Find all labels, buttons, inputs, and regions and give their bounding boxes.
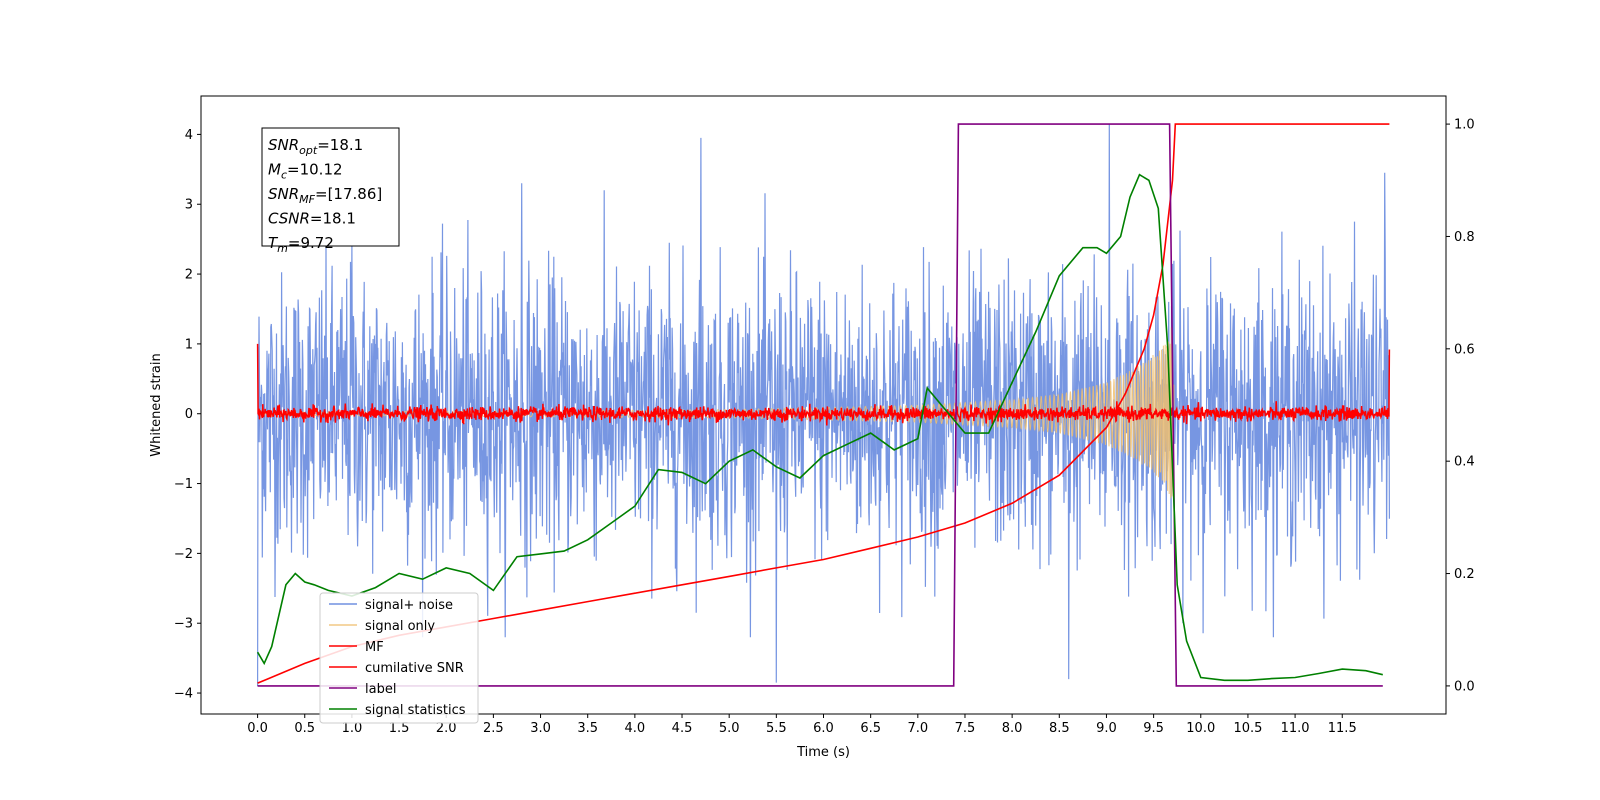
x-tick-label: 6.5 [860, 721, 881, 736]
y2-tick-label: 0.0 [1454, 679, 1475, 694]
legend-label: signal+ noise [365, 598, 453, 613]
y-tick-label: 0 [185, 407, 193, 422]
x-tick-label: 11.0 [1281, 721, 1310, 736]
legend-label: signal statistics [365, 703, 466, 718]
x-tick-label: 3.0 [530, 721, 551, 736]
x-tick-label: 9.0 [1096, 721, 1117, 736]
info-line: SNRMF=[17.86] [268, 185, 382, 206]
x-tick-label: 0.0 [247, 721, 268, 736]
x-tick-label: 11.5 [1328, 721, 1357, 736]
y2-tick-label: 0.8 [1454, 230, 1475, 245]
x-tick-label: 0.5 [294, 721, 315, 736]
x-tick-label: 10.5 [1233, 721, 1262, 736]
series-label-line [257, 123, 1383, 687]
x-tick-label: 5.5 [766, 721, 787, 736]
series-signal-statistics-line [256, 173, 1383, 682]
info-line: SNRopt=18.1 [268, 136, 363, 157]
x-tick-label: 3.5 [577, 721, 598, 736]
x-tick-label: 6.0 [813, 721, 834, 736]
y2-tick-label: 0.6 [1454, 342, 1475, 357]
series-mf-line [256, 343, 1391, 426]
info-line: Mc=10.12 [268, 161, 343, 182]
x-tick-label: 9.5 [1143, 721, 1164, 736]
y2-tick-label: 1.0 [1454, 118, 1475, 133]
y-axis-title: Whitened strain [149, 353, 164, 456]
x-tick-label: 4.5 [672, 721, 693, 736]
x-tick-label: 5.0 [719, 721, 740, 736]
y-tick-label: −4 [174, 687, 193, 702]
x-tick-label: 10.0 [1186, 721, 1215, 736]
x-tick-label: 4.0 [625, 721, 646, 736]
y-tick-label: 4 [185, 128, 193, 143]
legend-label: cumilative SNR [365, 661, 464, 676]
x-axis-title: Time (s) [796, 745, 850, 760]
y-tick-label: 2 [185, 268, 193, 283]
y-tick-label: 3 [185, 198, 193, 213]
x-tick-label: 1.5 [389, 721, 410, 736]
y-tick-label: −1 [174, 477, 193, 492]
x-tick-label: 7.0 [907, 721, 928, 736]
info-line: Tm=9.72 [268, 234, 334, 255]
y2-tick-label: 0.4 [1454, 455, 1475, 470]
legend: signal+ noise signal only MF cumilative SNR… [319, 592, 479, 724]
y-tick-label: −2 [174, 547, 193, 562]
x-tick-label: 7.5 [955, 721, 976, 736]
axis-ticks: 0.0 0.5 1.0 1.5 2.0 2.5 3.0 3.5 4.0 4.5 5.0 5.5 6.0 6… [174, 118, 1475, 736]
y-tick-label: −3 [174, 617, 193, 632]
legend-label: signal only [365, 619, 435, 634]
legend-frame [319, 592, 479, 724]
x-tick-label: 8.5 [1049, 721, 1070, 736]
info-box: SNRopt=18.1 Mc=10.12 SNRMF=[17.86] CSNR=18.… [261, 127, 400, 255]
x-tick-label: 1.0 [342, 721, 363, 736]
x-tick-label: 2.5 [483, 721, 504, 736]
x-tick-label: 8.0 [1002, 721, 1023, 736]
info-line: CSNR=18.1 [268, 210, 356, 228]
legend-label: MF [365, 640, 384, 655]
y2-tick-label: 0.2 [1454, 567, 1475, 582]
legend-label: label [365, 682, 396, 697]
y-tick-label: 1 [185, 337, 193, 352]
x-tick-label: 2.0 [436, 721, 457, 736]
